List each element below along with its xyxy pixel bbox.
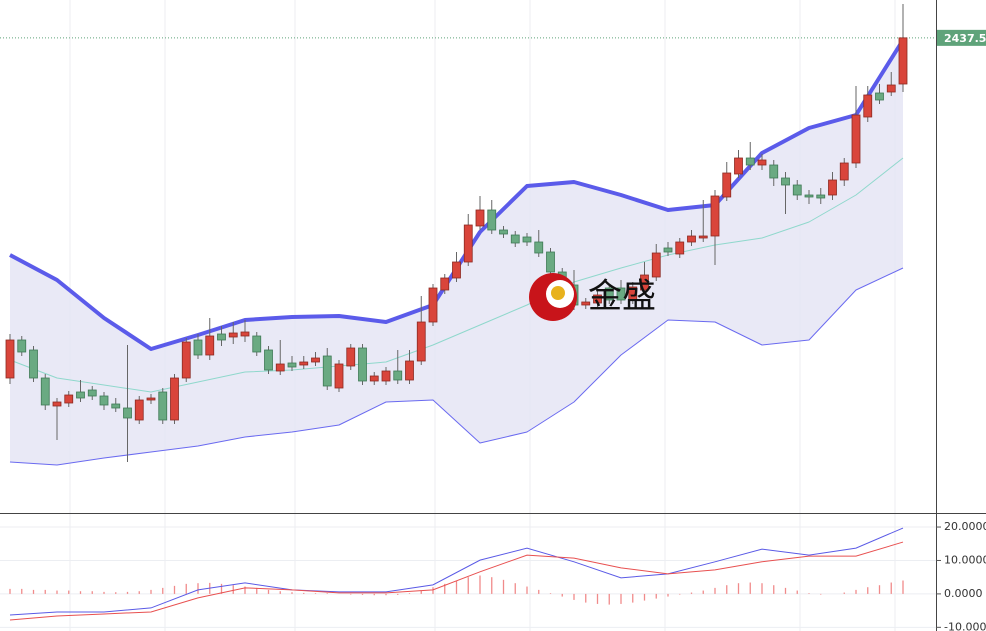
last-price-label: 2437.57 <box>944 32 986 45</box>
candle-body <box>581 301 591 306</box>
candle-body <box>722 172 732 198</box>
candle-body <box>651 252 661 278</box>
candle-body <box>99 395 109 406</box>
candle-body <box>828 179 837 196</box>
candle-body <box>170 377 179 421</box>
candle-body <box>393 370 403 381</box>
candle-body <box>311 357 320 363</box>
candle-body <box>769 164 779 179</box>
candle-body <box>134 399 144 421</box>
candle-body <box>698 235 708 239</box>
candle-body <box>123 407 132 419</box>
candle-body <box>40 377 50 406</box>
candle-body <box>193 339 203 356</box>
macd-line <box>9 541 904 621</box>
candle-body <box>781 177 790 186</box>
candle-body <box>29 349 38 379</box>
candle-body <box>757 159 767 166</box>
candle-body <box>416 321 426 362</box>
candle-body <box>886 84 896 93</box>
candle-body <box>534 241 544 254</box>
candle-body <box>546 251 555 273</box>
candle-body <box>346 347 356 367</box>
candle-body <box>898 37 908 85</box>
band-line <box>9 267 904 466</box>
candle-body <box>487 209 497 231</box>
logo-dot <box>551 286 565 300</box>
candle-body <box>111 403 121 409</box>
candle-body <box>205 335 215 356</box>
candle-body <box>64 394 74 404</box>
candle-body <box>663 247 673 253</box>
candle-body <box>405 360 414 381</box>
y-tick-label: 10.0000 <box>944 553 986 566</box>
candle-body <box>745 157 755 166</box>
candle-body <box>839 162 849 181</box>
candle-body <box>593 294 602 304</box>
candle-body <box>440 277 450 291</box>
price-pane <box>0 4 936 466</box>
candle-body <box>322 355 332 387</box>
candle-body <box>710 195 720 237</box>
candle-body <box>217 333 226 341</box>
last-price-tag <box>937 29 986 46</box>
candle-body <box>522 236 532 243</box>
candle-body <box>687 235 696 243</box>
candle-body <box>76 391 85 399</box>
candle-body <box>5 339 15 379</box>
band-area <box>10 40 903 465</box>
candle-body <box>734 157 743 175</box>
candle-body <box>452 261 461 279</box>
candle-body <box>240 331 250 337</box>
candle-body <box>510 234 520 244</box>
candle-body <box>146 397 156 401</box>
candle-body <box>804 194 814 198</box>
candle-body <box>640 274 649 291</box>
band-line <box>9 157 904 393</box>
candle-body <box>87 389 97 397</box>
candle-body <box>334 363 344 389</box>
candle-body <box>851 114 861 164</box>
candle-body <box>604 287 614 301</box>
candle-body <box>463 224 473 263</box>
candle-body <box>52 401 62 407</box>
candle-body <box>287 362 297 368</box>
logo-text: 金盛 <box>588 277 656 317</box>
candle-body <box>381 370 391 382</box>
y-tick-label: 0.0000 <box>944 587 983 600</box>
candle-body <box>816 194 826 199</box>
candle-body <box>228 332 238 338</box>
candle-body <box>863 94 873 118</box>
candle-body <box>628 286 638 301</box>
candle-body <box>499 229 508 235</box>
candle-body <box>299 361 309 366</box>
candle-body <box>428 287 438 323</box>
candle-body <box>252 335 262 353</box>
candle-body <box>616 287 626 301</box>
candle-body <box>275 363 285 372</box>
candle-body <box>875 92 884 101</box>
candle-body <box>675 241 685 255</box>
candle-body <box>369 375 379 382</box>
logo: 金盛 <box>529 273 656 321</box>
macd-pane <box>0 526 936 628</box>
candle-body <box>475 209 485 227</box>
right-axis: 2437.57 -10.0000 0.0000 10.0000 20.0000 <box>936 29 986 631</box>
candle-body <box>792 184 802 196</box>
y-tick-label: -10.0000 <box>944 620 986 631</box>
candle-body <box>17 339 27 353</box>
candle-body <box>264 349 273 371</box>
y-tick-label: 20.0000 <box>944 520 986 533</box>
candle-body <box>158 391 168 421</box>
candle-body <box>358 347 367 382</box>
macd-line <box>9 527 904 616</box>
candle-body <box>181 341 191 379</box>
